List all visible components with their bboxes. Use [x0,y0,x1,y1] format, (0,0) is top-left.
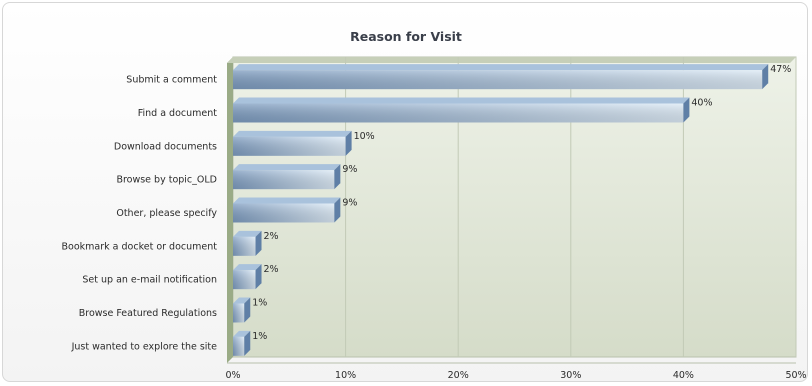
bar-shade [233,103,684,123]
chart-frame: Reason for Visit 0% 10% 20% 30% 40% 50% Submit… [2,2,808,382]
category-label: Bookmark a docket or document [62,241,218,252]
category-label: Find a document [138,108,218,119]
value-label: 1% [252,331,267,342]
bar-shade [233,70,763,90]
category-label: Download documents [114,141,217,152]
bar-side-face [334,197,341,223]
x-tick-label: 20% [448,370,469,381]
bar-top-face [233,264,262,271]
value-label: 9% [342,164,357,175]
value-label: 40% [691,98,712,109]
bar-top-face [233,97,690,104]
bar-chart: 0% 10% 20% 30% 40% 50% Submit a comment 47% Find… [62,56,807,381]
x-tick-label: 30% [560,370,581,381]
bar-side-face [683,97,690,123]
value-label: 1% [252,298,267,309]
category-label: Just wanted to explore the site [71,341,218,352]
chart-title: Reason for Visit [350,29,462,44]
bar [233,164,341,190]
bar-shade [233,336,245,356]
bar-side-face [762,64,769,90]
category-label: Browse Featured Regulations [79,308,217,319]
bar-side-face [255,230,262,256]
bar-top-face [233,64,769,71]
bar [233,264,262,290]
bar-side-face [244,297,251,323]
bar-top-face [233,130,352,137]
bar [233,330,251,356]
bar [233,97,690,123]
value-label: 10% [354,131,375,142]
bars [233,64,769,356]
value-label: 2% [264,231,279,242]
bar-side-face [244,330,251,356]
category-label: Browse by topic_OLD [116,175,217,186]
bar-shade [233,236,256,256]
bar-shade [233,270,256,290]
bar-top-face [233,164,341,171]
labels: 0% 10% 20% 30% 40% 50% Submit a comment 47% Find… [62,64,807,381]
category-label: Other, please specify [116,208,217,219]
bar [233,64,769,90]
bar-shade [233,136,346,156]
bar-side-face [255,264,262,290]
bar-side-face [334,164,341,190]
x-tick-label: 0% [225,370,240,381]
value-label: 9% [342,198,357,209]
value-label: 47% [770,64,791,75]
bar-top-face [233,230,262,237]
bar-top-face [233,330,251,337]
bar-shade [233,170,335,190]
bar-top-face [233,297,251,304]
category-label: Submit a comment [126,75,217,86]
bar-side-face [345,130,352,156]
plot-top-edge [227,57,796,63]
bar-top-face [233,197,341,204]
x-tick-label: 10% [335,370,356,381]
bar-shade [233,203,335,223]
bar [233,130,352,156]
plot-left-wall [227,57,233,363]
bar [233,197,341,223]
bar [233,297,251,323]
category-label: Set up an e-mail notification [82,275,217,286]
bar [233,230,262,256]
x-tick-label: 50% [785,370,806,381]
x-tick-label: 40% [673,370,694,381]
bar-shade [233,303,245,323]
value-label: 2% [264,264,279,275]
